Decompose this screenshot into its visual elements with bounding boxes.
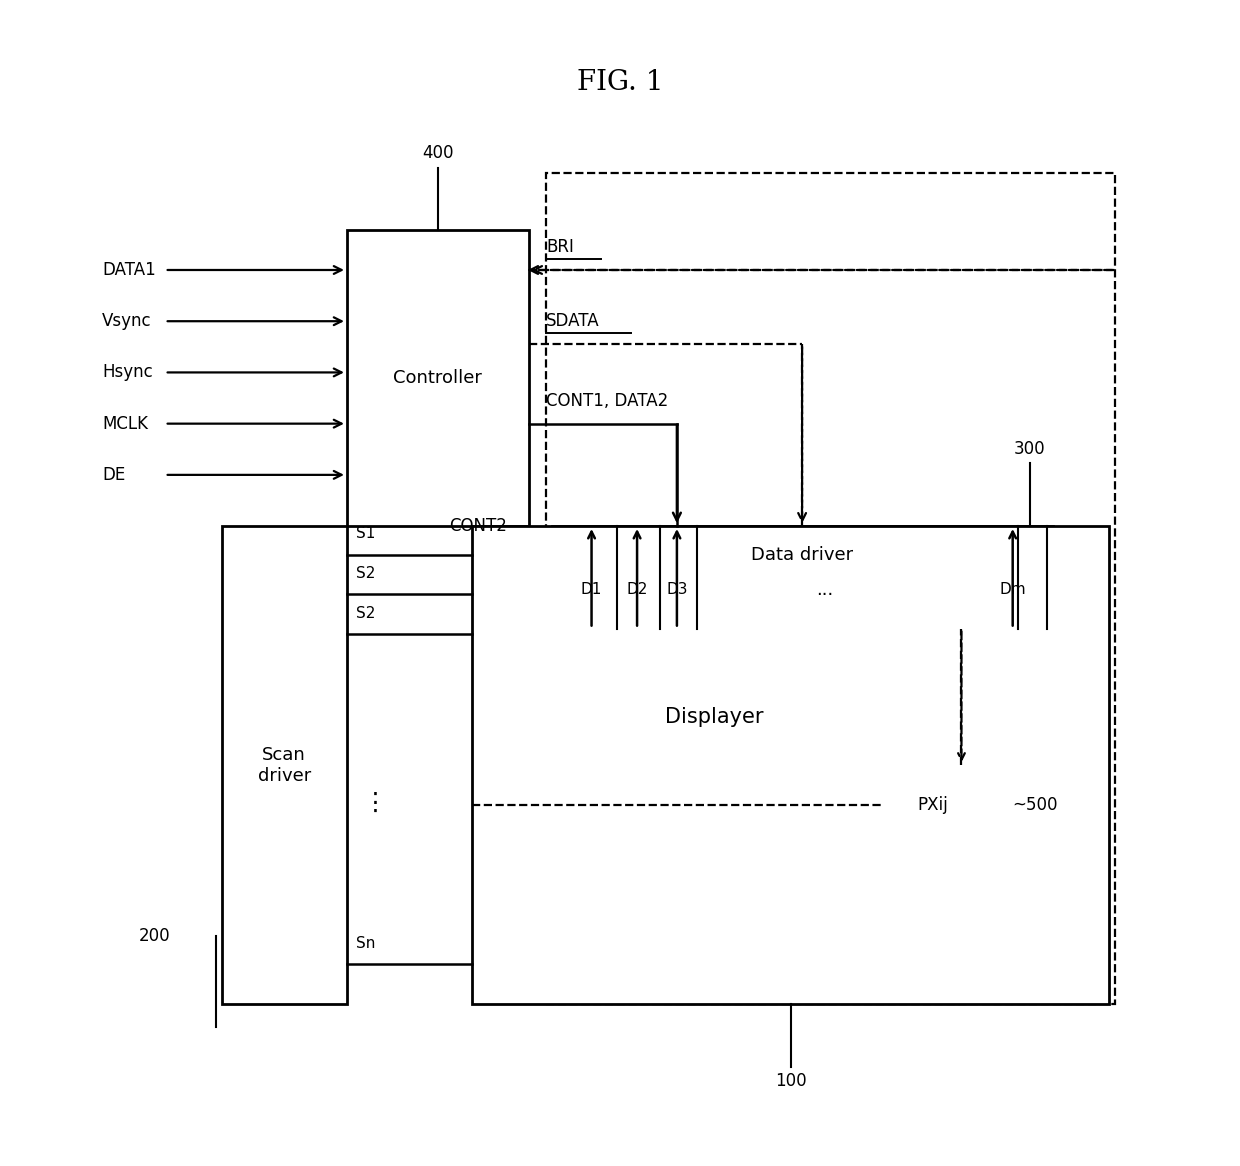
Text: 400: 400 <box>422 143 454 162</box>
Text: ~500: ~500 <box>1013 796 1058 814</box>
Text: DE: DE <box>102 466 125 484</box>
Text: S2: S2 <box>356 566 376 581</box>
Bar <box>472 526 1110 1004</box>
Text: Data driver: Data driver <box>751 546 853 564</box>
Bar <box>552 526 1053 628</box>
Text: CONT1, DATA2: CONT1, DATA2 <box>546 392 668 410</box>
Text: S2: S2 <box>356 605 376 620</box>
Text: D3: D3 <box>666 582 688 597</box>
Bar <box>882 765 985 845</box>
Text: Hsync: Hsync <box>102 364 153 381</box>
Text: 300: 300 <box>1014 440 1045 458</box>
Text: BRI: BRI <box>546 238 574 257</box>
Text: SDATA: SDATA <box>546 312 600 330</box>
Text: MCLK: MCLK <box>102 415 148 433</box>
Text: CONT2: CONT2 <box>449 517 507 535</box>
Bar <box>546 174 1115 1004</box>
Text: Sn: Sn <box>356 935 376 950</box>
Bar <box>347 230 529 526</box>
Text: FIG. 1: FIG. 1 <box>577 69 663 96</box>
Text: S1: S1 <box>356 526 376 541</box>
Text: Scan
driver: Scan driver <box>258 746 311 785</box>
Bar <box>222 526 347 1004</box>
Text: ⋮: ⋮ <box>363 792 388 815</box>
Text: D1: D1 <box>580 582 603 597</box>
Text: DATA1: DATA1 <box>102 261 156 279</box>
Text: 200: 200 <box>139 927 170 944</box>
Text: 100: 100 <box>775 1073 806 1090</box>
Text: ...: ... <box>816 581 833 598</box>
Text: PXij: PXij <box>918 796 949 814</box>
Text: Controller: Controller <box>393 370 482 387</box>
Text: Dm: Dm <box>999 582 1025 597</box>
Text: Vsync: Vsync <box>102 312 151 330</box>
Text: Displayer: Displayer <box>665 708 764 728</box>
Text: D2: D2 <box>626 582 647 597</box>
